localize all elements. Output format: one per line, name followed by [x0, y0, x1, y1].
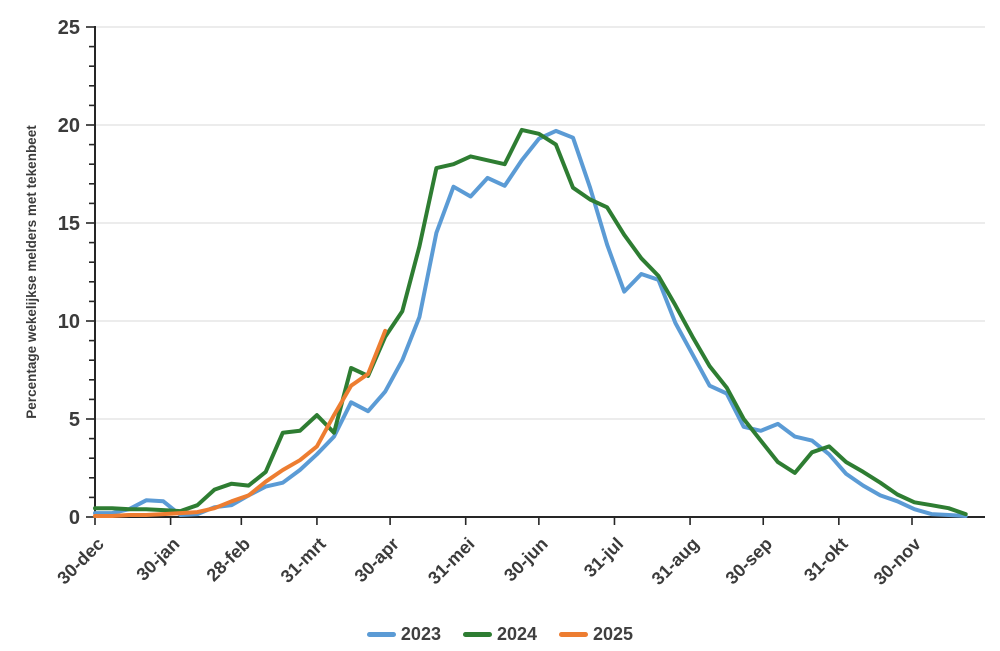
x-tick-label: 30-jan — [132, 534, 183, 585]
y-tick-label: 20 — [58, 115, 80, 137]
chart-canvas: 0 5 10 15 20 25 Percentage wekelijkse melders … — [24, 17, 985, 589]
chart-legend: 2023 2024 2025 — [0, 624, 1000, 645]
x-tick-label: 31-mei — [424, 534, 478, 588]
series-line-2025 — [93, 328, 388, 518]
x-tick-label: 31-mrt — [277, 534, 330, 587]
y-tick-label: 25 — [58, 17, 80, 39]
y-tick-label: 15 — [58, 213, 80, 235]
y-axis-title: Percentage wekelijkse melders met tekenb… — [24, 125, 39, 419]
y-tick-label: 10 — [58, 311, 80, 333]
series-line-2024 — [93, 127, 968, 517]
legend-label: 2024 — [496, 624, 538, 644]
legend-swatch-2023 — [366, 631, 396, 638]
y-tick-label: 5 — [69, 409, 80, 431]
x-tick-label: 30-sep — [722, 534, 776, 588]
legend-label: 2023 — [400, 624, 441, 644]
x-tick-label: 30-apr — [351, 534, 403, 586]
legend-label: 2025 — [593, 624, 634, 644]
legend-swatch-2025 — [559, 631, 589, 638]
x-tick-label: 30-dec — [53, 534, 107, 588]
x-tick-label: 31-okt — [800, 534, 852, 586]
x-tick-label: 28-feb — [203, 534, 255, 586]
x-tick-label: 31-aug — [648, 534, 703, 589]
legend-item-2025: 2025 — [559, 624, 633, 645]
x-tick-label: 30-jun — [500, 534, 552, 586]
x-tick-label: 31-jul — [580, 534, 627, 581]
legend-swatch-2024 — [462, 631, 492, 638]
x-tick-label: 30-nov — [870, 534, 925, 589]
series-line-2023 — [93, 128, 968, 518]
legend-item-2023: 2023 — [366, 624, 441, 645]
y-tick-label: 0 — [69, 507, 80, 529]
legend-item-2024: 2024 — [462, 624, 538, 645]
